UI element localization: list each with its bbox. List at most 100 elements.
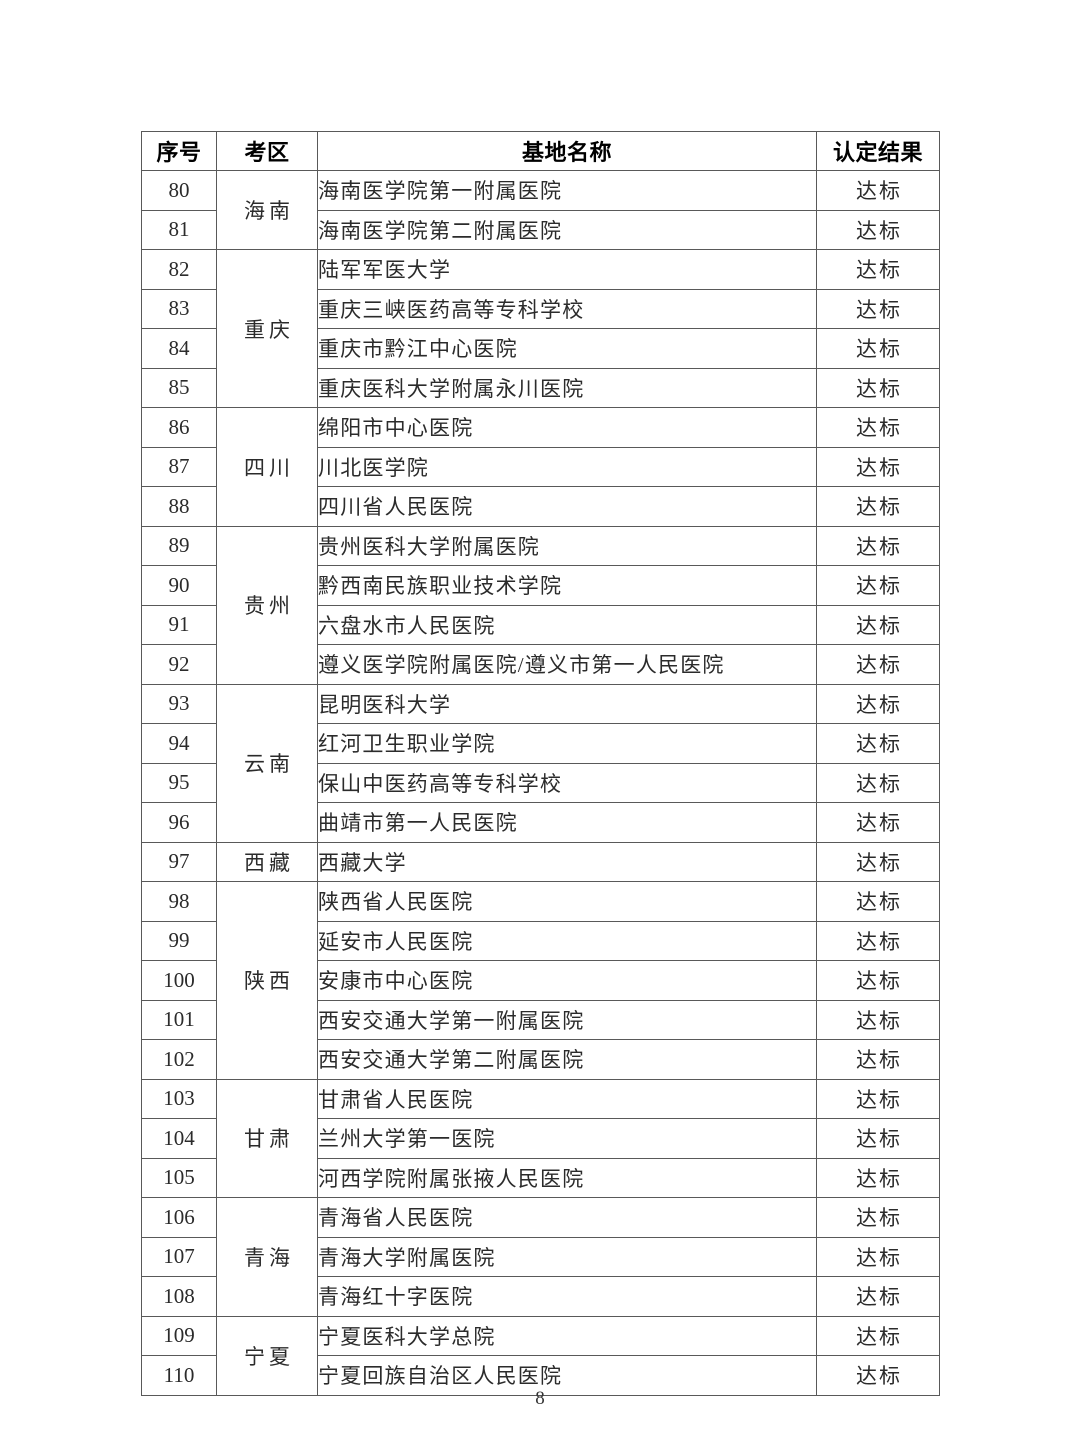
- table-row: 84 重庆市黔江中心医院 达标: [141, 328, 940, 369]
- cell-sequence: 97: [141, 841, 217, 882]
- cell-result: 达标: [816, 960, 940, 1001]
- page-number: 8: [535, 1388, 545, 1409]
- cell-sequence: 96: [141, 802, 217, 843]
- cell-sequence: 92: [141, 644, 217, 685]
- cell-base-name: 宁夏医科大学总院: [317, 1315, 817, 1356]
- certification-table-container: 序号 考区 基地名称 认定结果 80 海南 海南医学院第一附属医院 达标 81 海南医学院…: [141, 131, 940, 1396]
- table-header-row: 序号 考区 基地名称 认定结果: [141, 131, 940, 171]
- cell-result: 达标: [816, 446, 940, 487]
- cell-result: 达标: [816, 644, 940, 685]
- cell-sequence: 89: [141, 525, 217, 566]
- table-row: 98 陕西 陕西省人民医院 达标: [141, 881, 940, 1080]
- cell-base-name: 青海红十字医院: [317, 1276, 817, 1317]
- cell-sequence: 84: [141, 328, 217, 369]
- cell-result: 达标: [816, 367, 940, 408]
- cell-sequence: 98: [141, 881, 217, 922]
- cell-sequence: 95: [141, 762, 217, 803]
- cell-area: 宁夏: [216, 1315, 318, 1396]
- cell-sequence: 106: [141, 1197, 217, 1238]
- cell-sequence: 86: [141, 407, 217, 448]
- cell-base-name: 西藏大学: [317, 841, 817, 882]
- cell-base-name: 川北医学院: [317, 446, 817, 487]
- cell-base-name: 重庆市黔江中心医院: [317, 328, 817, 369]
- cell-sequence: 105: [141, 1157, 217, 1198]
- cell-base-name: 保山中医药高等专科学校: [317, 762, 817, 803]
- table-header: 序号 考区 基地名称 认定结果: [141, 131, 940, 171]
- cell-sequence: 90: [141, 565, 217, 606]
- certification-table: 序号 考区 基地名称 认定结果 80 海南 海南医学院第一附属医院 达标 81 海南医学院…: [141, 131, 940, 1396]
- table-row: 103 甘肃 甘肃省人民医院 达标: [141, 1078, 940, 1198]
- cell-sequence: 81: [141, 209, 217, 250]
- cell-base-name: 安康市中心医院: [317, 960, 817, 1001]
- cell-result: 达标: [816, 999, 940, 1040]
- cell-sequence: 85: [141, 367, 217, 408]
- cell-result: 达标: [816, 881, 940, 922]
- table-row: 92 遵义医学院附属医院/遵义市第一人民医院 达标: [141, 644, 940, 685]
- cell-base-name: 延安市人民医院: [317, 920, 817, 961]
- table-row: 99 延安市人民医院 达标: [141, 920, 940, 961]
- cell-result: 达标: [816, 1197, 940, 1238]
- cell-result: 达标: [816, 1315, 940, 1356]
- table-row: 102 西安交通大学第二附属医院 达标: [141, 1039, 940, 1080]
- cell-sequence: 100: [141, 960, 217, 1001]
- cell-area: 重庆: [216, 249, 318, 408]
- cell-area: 四川: [216, 407, 318, 527]
- cell-sequence: 94: [141, 723, 217, 764]
- cell-sequence: 107: [141, 1236, 217, 1277]
- table-body: 80 海南 海南医学院第一附属医院 达标 81 海南医学院第二附属医院 达标 82 重庆 陆军军医…: [141, 170, 940, 1396]
- cell-sequence: 93: [141, 683, 217, 724]
- cell-result: 达标: [816, 525, 940, 566]
- cell-result: 达标: [816, 288, 940, 329]
- cell-base-name: 青海大学附属医院: [317, 1236, 817, 1277]
- cell-sequence: 80: [141, 170, 217, 211]
- cell-sequence: 108: [141, 1276, 217, 1317]
- table-row: 91 六盘水市人民医院 达标: [141, 604, 940, 645]
- cell-result: 达标: [816, 328, 940, 369]
- table-row: 90 黔西南民族职业技术学院 达标: [141, 565, 940, 606]
- cell-base-name: 曲靖市第一人民医院: [317, 802, 817, 843]
- cell-sequence: 83: [141, 288, 217, 329]
- table-row: 93 云南 昆明医科大学 达标: [141, 683, 940, 843]
- column-header-sequence: 序号: [141, 131, 217, 171]
- cell-result: 达标: [816, 565, 940, 606]
- cell-result: 达标: [816, 1039, 940, 1080]
- cell-result: 达标: [816, 604, 940, 645]
- cell-result: 达标: [816, 170, 940, 211]
- cell-base-name: 海南医学院第一附属医院: [317, 170, 817, 211]
- cell-area: 海南: [216, 170, 318, 250]
- cell-base-name: 重庆医科大学附属永川医院: [317, 367, 817, 408]
- table-row: 97 西藏 西藏大学 达标: [141, 841, 940, 882]
- table-row: 86 四川 绵阳市中心医院 达标: [141, 407, 940, 527]
- cell-sequence: 103: [141, 1078, 217, 1119]
- cell-sequence: 99: [141, 920, 217, 961]
- column-header-base-name: 基地名称: [317, 131, 817, 171]
- cell-result: 达标: [816, 1157, 940, 1198]
- column-header-result: 认定结果: [816, 131, 940, 171]
- cell-base-name: 青海省人民医院: [317, 1197, 817, 1238]
- cell-sequence: 104: [141, 1118, 217, 1159]
- table-row: 106 青海 青海省人民医院 达标: [141, 1197, 940, 1317]
- cell-sequence: 88: [141, 486, 217, 527]
- cell-result: 达标: [816, 407, 940, 448]
- cell-result: 达标: [816, 683, 940, 724]
- table-row: 83 重庆三峡医药高等专科学校 达标: [141, 288, 940, 329]
- cell-base-name: 海南医学院第二附属医院: [317, 209, 817, 250]
- cell-result: 达标: [816, 920, 940, 961]
- cell-area: 云南: [216, 683, 318, 843]
- cell-base-name: 宁夏回族自治区人民医院: [317, 1355, 817, 1396]
- cell-result: 达标: [816, 209, 940, 250]
- table-row: 88 四川省人民医院 达标: [141, 486, 940, 527]
- cell-area: 西藏: [216, 841, 318, 882]
- cell-result: 达标: [816, 762, 940, 803]
- cell-base-name: 陕西省人民医院: [317, 881, 817, 922]
- cell-base-name: 西安交通大学第二附属医院: [317, 1039, 817, 1080]
- table-row: 89 贵州 贵州医科大学附属医院 达标: [141, 525, 940, 685]
- cell-base-name: 四川省人民医院: [317, 486, 817, 527]
- table-row: 109 宁夏 宁夏医科大学总院 达标: [141, 1315, 940, 1396]
- cell-base-name: 绵阳市中心医院: [317, 407, 817, 448]
- column-header-area: 考区: [216, 131, 318, 171]
- table-row: 82 重庆 陆军军医大学 达标: [141, 249, 940, 408]
- cell-result: 达标: [816, 723, 940, 764]
- cell-base-name: 黔西南民族职业技术学院: [317, 565, 817, 606]
